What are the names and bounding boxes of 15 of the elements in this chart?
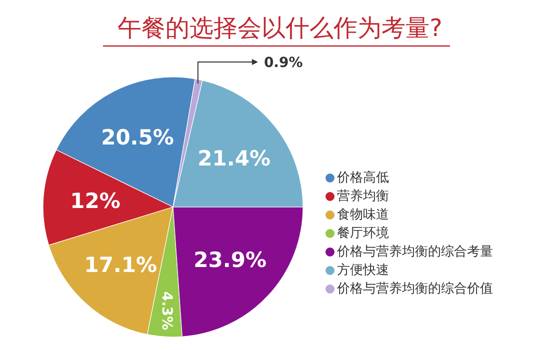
legend-label: 方便快速 bbox=[337, 262, 389, 278]
legend-label: 价格高低 bbox=[336, 170, 389, 186]
data-label: 21.4% bbox=[198, 146, 270, 170]
data-label: 17.1% bbox=[84, 252, 158, 277]
data-label: 23.9% bbox=[194, 248, 266, 272]
data-label: 4.3% bbox=[158, 291, 174, 330]
data-label: 12% bbox=[70, 188, 120, 213]
legend-label: 价格与营养均衡的综合考量 bbox=[336, 244, 493, 260]
legend-label: 餐厅环境 bbox=[337, 225, 389, 241]
legend-label: 营养均衡 bbox=[337, 188, 389, 204]
data-label: 0.9% bbox=[264, 55, 303, 71]
legend-label: 食物味道 bbox=[337, 208, 389, 222]
chart-title: 午餐的选择会以什么作为考量? bbox=[118, 14, 442, 42]
legend-label: 价格与营养均衡的综合价值 bbox=[336, 280, 493, 296]
data-label: 20.5% bbox=[101, 126, 174, 150]
